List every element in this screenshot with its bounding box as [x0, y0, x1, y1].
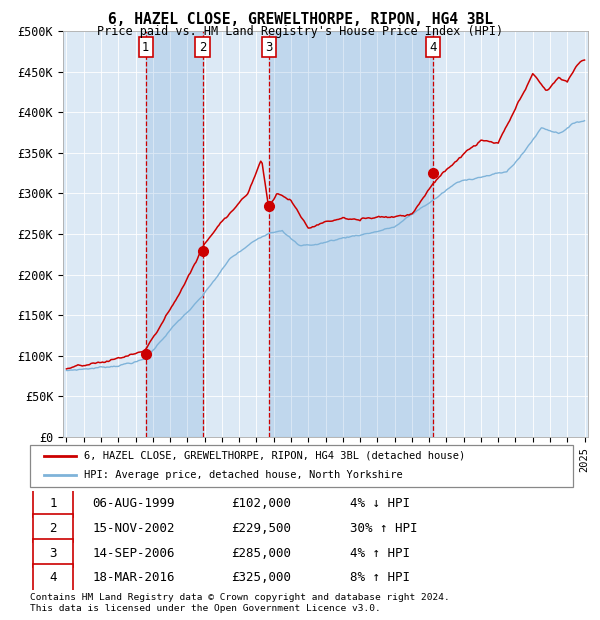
Text: This data is licensed under the Open Government Licence v3.0.: This data is licensed under the Open Gov…	[30, 604, 381, 613]
Text: 4: 4	[429, 41, 437, 54]
Text: Contains HM Land Registry data © Crown copyright and database right 2024.: Contains HM Land Registry data © Crown c…	[30, 593, 450, 602]
Text: 1: 1	[49, 497, 57, 510]
Text: 3: 3	[49, 547, 57, 559]
FancyBboxPatch shape	[33, 490, 73, 517]
Text: 6, HAZEL CLOSE, GREWELTHORPE, RIPON, HG4 3BL: 6, HAZEL CLOSE, GREWELTHORPE, RIPON, HG4…	[107, 12, 493, 27]
Text: 1: 1	[142, 41, 149, 54]
Bar	[146, 31, 203, 437]
Text: 15-NOV-2002: 15-NOV-2002	[92, 522, 175, 534]
Text: £325,000: £325,000	[231, 572, 291, 584]
Text: 3: 3	[265, 41, 272, 54]
Text: Price paid vs. HM Land Registry's House Price Index (HPI): Price paid vs. HM Land Registry's House …	[97, 25, 503, 38]
FancyBboxPatch shape	[33, 564, 73, 591]
Bar	[269, 31, 433, 437]
FancyBboxPatch shape	[33, 515, 73, 542]
Text: £285,000: £285,000	[231, 547, 291, 559]
Text: 30% ↑ HPI: 30% ↑ HPI	[350, 522, 418, 534]
Text: 6, HAZEL CLOSE, GREWELTHORPE, RIPON, HG4 3BL (detached house): 6, HAZEL CLOSE, GREWELTHORPE, RIPON, HG4…	[85, 451, 466, 461]
Text: 14-SEP-2006: 14-SEP-2006	[92, 547, 175, 559]
FancyBboxPatch shape	[33, 539, 73, 567]
Text: 4% ↓ HPI: 4% ↓ HPI	[350, 497, 410, 510]
Text: 4% ↑ HPI: 4% ↑ HPI	[350, 547, 410, 559]
Text: 4: 4	[49, 572, 57, 584]
Text: 8% ↑ HPI: 8% ↑ HPI	[350, 572, 410, 584]
Text: 2: 2	[199, 41, 206, 54]
Text: 06-AUG-1999: 06-AUG-1999	[92, 497, 175, 510]
Text: £102,000: £102,000	[231, 497, 291, 510]
Text: 2: 2	[49, 522, 57, 534]
Text: £229,500: £229,500	[231, 522, 291, 534]
FancyBboxPatch shape	[30, 445, 573, 487]
Text: 18-MAR-2016: 18-MAR-2016	[92, 572, 175, 584]
Text: HPI: Average price, detached house, North Yorkshire: HPI: Average price, detached house, Nort…	[85, 471, 403, 480]
